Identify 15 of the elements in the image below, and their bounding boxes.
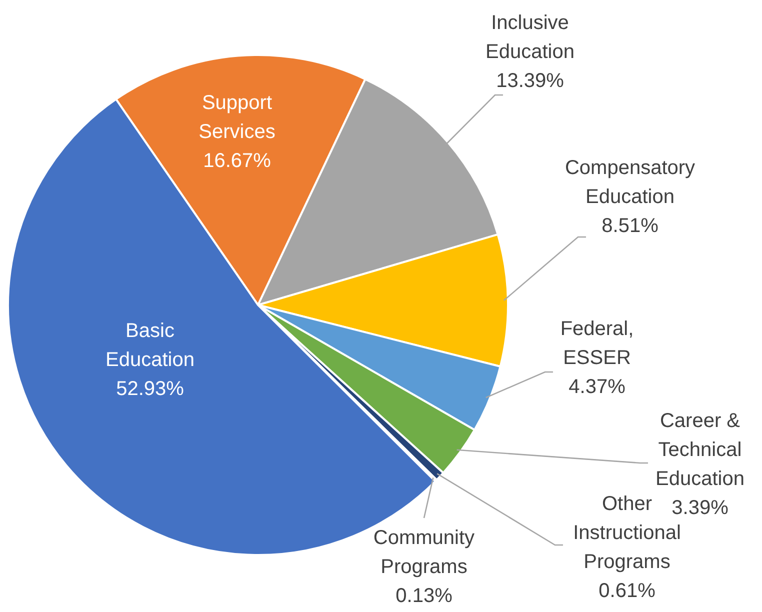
data-label: 0.13%: [396, 585, 453, 607]
slice-label: Inclusive Education: [486, 12, 574, 63]
slice-label: Compensatory Education: [564, 157, 696, 208]
slice-label: Support Services: [198, 92, 276, 143]
data-label: 3.39%: [672, 497, 729, 519]
data-label: 13.39%: [496, 70, 564, 92]
slice-label: Federal, ESSER: [560, 318, 634, 369]
data-label: 0.61%: [598, 580, 656, 602]
data-label: 16.67%: [203, 150, 272, 172]
data-label: 52.93%: [116, 378, 184, 400]
data-label: 8.51%: [602, 215, 659, 237]
slice-label: Career & Technical Education: [656, 410, 744, 490]
data-label: 4.37%: [568, 376, 626, 398]
slice-label: Community Programs: [373, 527, 475, 578]
slice-label: Basic Education: [106, 320, 194, 371]
